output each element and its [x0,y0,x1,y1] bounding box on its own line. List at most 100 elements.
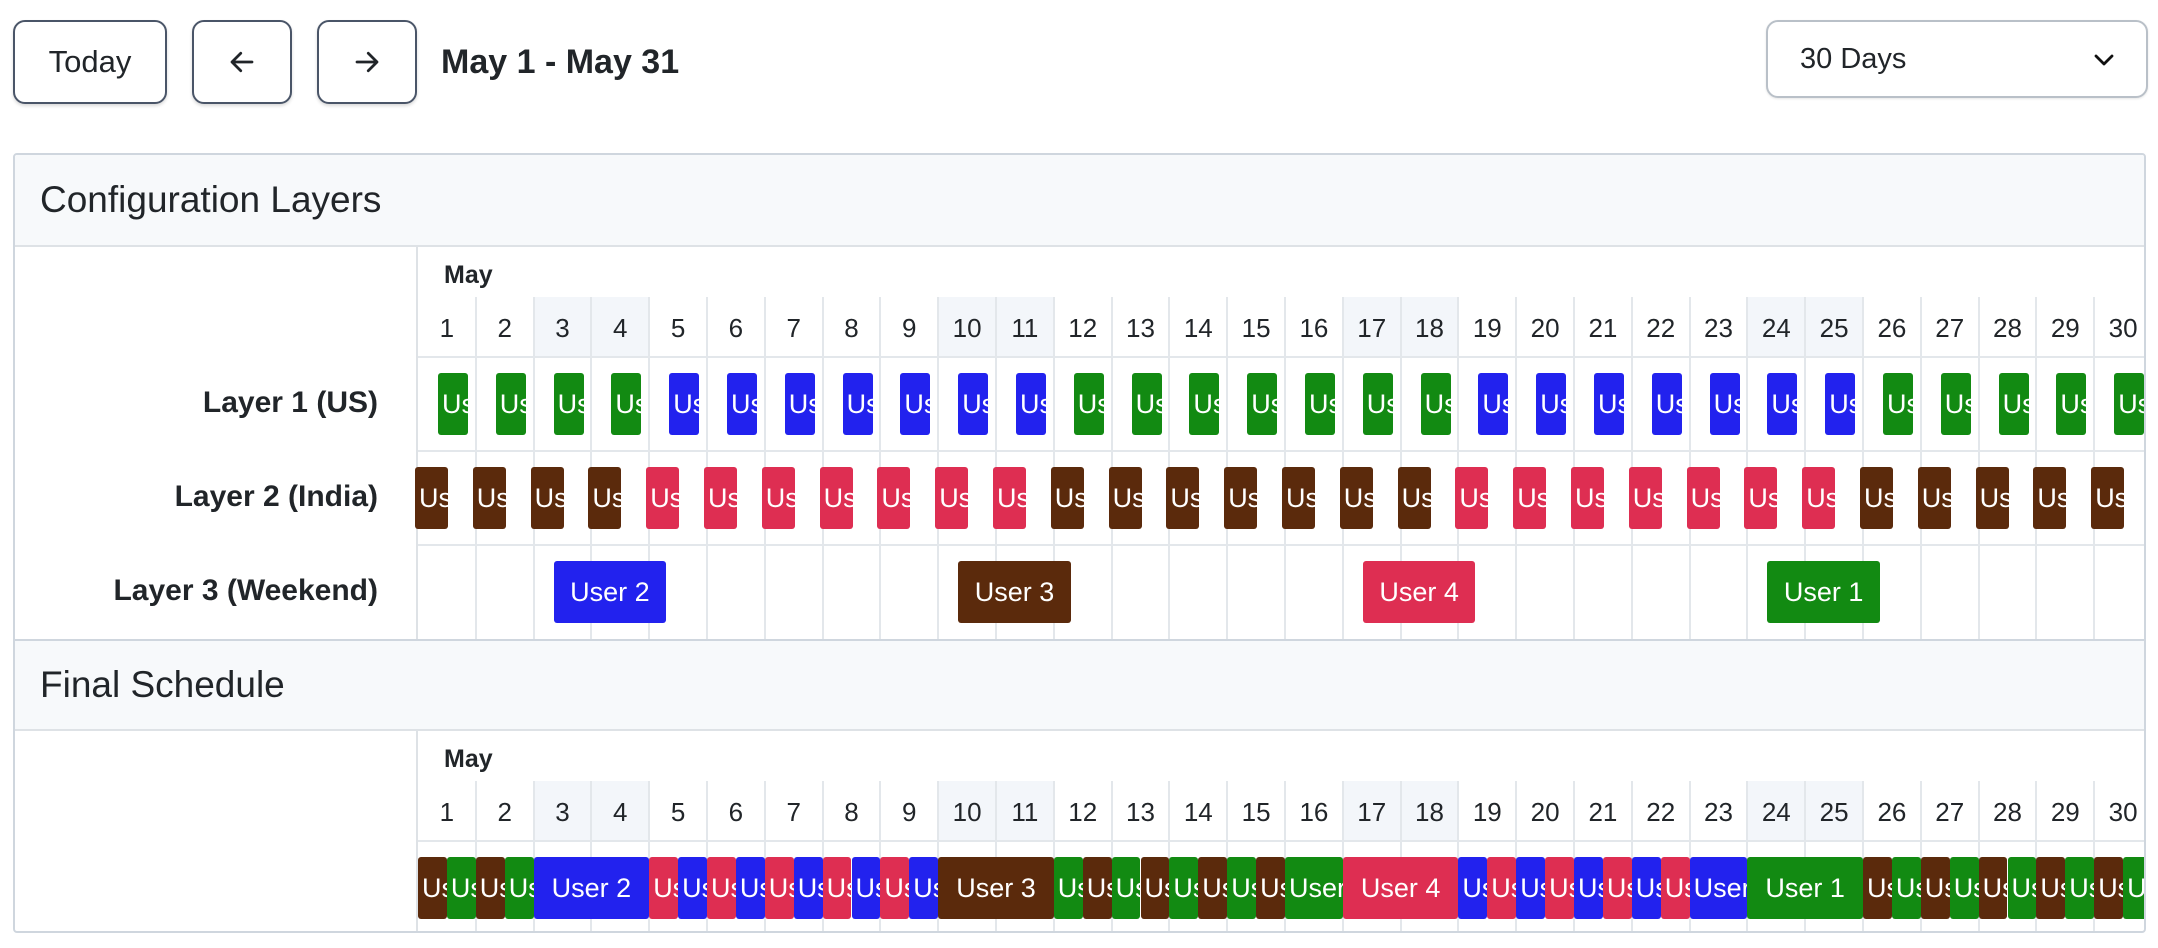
schedule-event[interactable]: User 3 [1917,467,1951,529]
schedule-event[interactable]: User 2 [553,561,667,623]
schedule-event[interactable]: User 1 [495,373,526,435]
schedule-event[interactable]: User 3 [1224,467,1258,529]
schedule-event[interactable]: User 1 [1169,857,1199,919]
schedule-event[interactable]: User 3 [2036,857,2066,919]
schedule-event[interactable]: User 4 [764,857,794,919]
schedule-event[interactable]: User 4 [1455,467,1489,529]
schedule-event[interactable]: User 4 [877,467,911,529]
schedule-event[interactable]: User 4 [1487,857,1517,919]
schedule-event[interactable]: User 3 [472,467,506,529]
schedule-event[interactable]: User 4 [646,467,680,529]
schedule-event[interactable]: User 2 [958,373,989,435]
schedule-event[interactable]: User 2 [1631,857,1661,919]
schedule-event[interactable]: User 2 [1825,373,1856,435]
schedule-event[interactable]: User 3 [1166,467,1200,529]
schedule-event[interactable]: User 3 [1978,857,2008,919]
schedule-event[interactable]: User 2 [1016,373,1046,435]
schedule-event[interactable]: User 2 [669,373,700,435]
next-button[interactable] [317,20,417,104]
schedule-event[interactable]: User 3 [958,561,1071,623]
schedule-event[interactable]: User 1 [1883,373,1913,435]
schedule-event[interactable]: User 1 [1767,561,1880,623]
schedule-event[interactable]: User 3 [2094,857,2124,919]
schedule-event[interactable]: User 3 [1256,857,1285,919]
schedule-event[interactable]: User 1 [1891,857,1921,919]
schedule-event[interactable]: User 1 [1420,373,1451,435]
schedule-event[interactable]: User 4 [1362,561,1476,623]
schedule-event[interactable]: User 1 [1285,857,1343,919]
schedule-event[interactable]: User 3 [1198,857,1228,919]
schedule-event[interactable]: User 2 [1709,373,1740,435]
schedule-event[interactable]: User 4 [993,467,1026,529]
schedule-event[interactable]: User 4 [1744,467,1778,529]
schedule-event[interactable]: User 3 [2033,467,2067,529]
schedule-event[interactable]: User 1 [1998,373,2029,435]
schedule-event[interactable]: User 1 [1362,373,1393,435]
schedule-event[interactable]: User 4 [1628,467,1662,529]
schedule-event[interactable]: User 1 [1949,857,1979,919]
schedule-event[interactable]: User 4 [1545,857,1574,919]
schedule-event[interactable]: User 1 [504,857,534,919]
schedule-event[interactable]: User 1 [2056,373,2087,435]
schedule-event[interactable]: User 3 [1140,857,1170,919]
schedule-event[interactable]: User 2 [1594,373,1624,435]
schedule-event[interactable]: User 1 [1305,373,1335,435]
schedule-event[interactable]: User 1 [1247,373,1278,435]
schedule-event[interactable]: User 4 [707,857,736,919]
schedule-event[interactable]: User 4 [822,857,852,919]
schedule-event[interactable]: User 3 [1108,467,1142,529]
schedule-event[interactable]: User 4 [1513,467,1547,529]
schedule-event[interactable]: User 1 [2065,857,2095,919]
schedule-event[interactable]: User 1 [1747,857,1863,919]
schedule-event[interactable]: User 4 [1802,467,1836,529]
schedule-event[interactable]: User 2 [1516,857,1546,919]
schedule-event[interactable]: User 1 [1073,373,1104,435]
schedule-event[interactable]: User 4 [649,857,679,919]
schedule-event[interactable]: User 3 [415,467,448,529]
today-button[interactable]: Today [13,20,167,104]
schedule-event[interactable]: User 2 [793,857,823,919]
schedule-event[interactable]: User 3 [2091,467,2125,529]
previous-button[interactable] [192,20,292,104]
schedule-event[interactable]: User 1 [1189,373,1220,435]
schedule-event[interactable]: User 3 [475,857,505,919]
schedule-event[interactable]: User 2 [784,373,815,435]
schedule-event[interactable]: User 2 [727,373,757,435]
schedule-event[interactable]: User 2 [1536,373,1567,435]
schedule-event[interactable]: User 1 [1111,857,1141,919]
schedule-event[interactable]: User 3 [1863,857,1892,919]
schedule-event[interactable]: User 2 [1478,373,1509,435]
schedule-event[interactable]: User 4 [1571,467,1604,529]
schedule-event[interactable]: User 4 [761,467,795,529]
schedule-event[interactable]: User 3 [1860,467,1893,529]
schedule-event[interactable]: User 2 [1574,857,1603,919]
schedule-event[interactable]: User 4 [1602,857,1632,919]
schedule-event[interactable]: User 4 [704,467,737,529]
schedule-event[interactable]: User 1 [553,373,584,435]
schedule-event[interactable]: User 2 [1651,373,1682,435]
schedule-event[interactable]: User 3 [530,467,564,529]
schedule-event[interactable]: User 2 [678,857,707,919]
schedule-event[interactable]: User 3 [1082,857,1112,919]
schedule-event[interactable]: User 1 [438,373,468,435]
schedule-event[interactable]: User 2 [842,373,873,435]
schedule-event[interactable]: User 4 [1342,857,1459,919]
schedule-event[interactable]: User 1 [446,857,476,919]
schedule-event[interactable]: User 1 [1227,857,1257,919]
schedule-event[interactable]: User 2 [1689,857,1748,919]
schedule-event[interactable]: User 1 [1131,373,1162,435]
schedule-event[interactable]: User 2 [1767,373,1798,435]
schedule-event[interactable]: User 3 [938,857,1054,919]
schedule-event[interactable]: User 2 [909,857,939,919]
schedule-event[interactable]: User 3 [1920,857,1950,919]
schedule-event[interactable]: User 4 [1660,857,1690,919]
schedule-event[interactable]: User 1 [2123,857,2144,919]
schedule-event[interactable]: User 3 [1050,467,1084,529]
schedule-event[interactable]: User 3 [1397,467,1431,529]
schedule-event[interactable]: User 4 [819,467,853,529]
schedule-event[interactable]: User 1 [611,373,642,435]
schedule-event[interactable]: User 3 [1975,467,2009,529]
schedule-event[interactable]: User 2 [533,857,650,919]
schedule-event[interactable]: User 1 [1053,857,1083,919]
schedule-event[interactable]: User 4 [880,857,910,919]
